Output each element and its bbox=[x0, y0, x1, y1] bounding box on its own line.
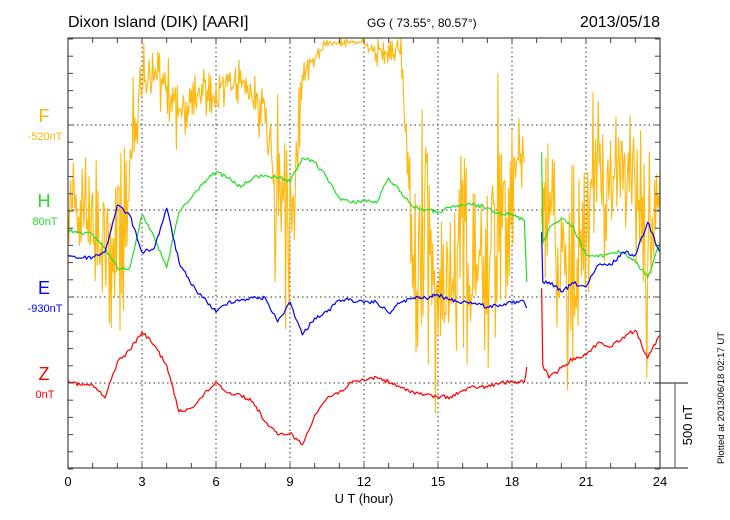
labels: 0 3 6 9 12 15 18 21 24 F -520nT H 80nT E -930nT Z 0nT bbox=[28, 106, 668, 489]
series-baseline-e: -930nT bbox=[28, 303, 63, 315]
trace-f bbox=[541, 92, 660, 391]
trace-h bbox=[541, 152, 660, 279]
date-label: 2013/05/18 bbox=[580, 14, 660, 31]
x-tick-label: 18 bbox=[505, 474, 519, 489]
trace-e bbox=[541, 221, 660, 293]
series-baseline-h: 80nT bbox=[32, 216, 57, 228]
x-tick-label: 24 bbox=[653, 474, 667, 489]
trace-h bbox=[68, 157, 528, 282]
trace-f bbox=[68, 38, 525, 414]
axes bbox=[67, 37, 688, 470]
series-baseline-z: 0nT bbox=[36, 389, 55, 401]
series-name-f: F bbox=[39, 106, 50, 126]
x-tick-label: 6 bbox=[212, 474, 219, 489]
scale-bar-label: 500 nT bbox=[680, 405, 695, 446]
x-tick-label: 0 bbox=[64, 474, 71, 489]
x-tick-label: 3 bbox=[138, 474, 145, 489]
x-tick-label: 15 bbox=[431, 474, 445, 489]
trace-z bbox=[68, 331, 528, 446]
station-title: Dixon Island (DIK) [AARI] bbox=[68, 14, 249, 31]
trace-e bbox=[68, 204, 528, 336]
trace-z bbox=[541, 288, 660, 379]
series-name-z: Z bbox=[39, 364, 50, 384]
x-axis-label: U T (hour) bbox=[335, 491, 394, 506]
station-coordinates: GG ( 73.55°, 80.57°) bbox=[367, 16, 477, 30]
plotted-at-note: Plotted at 2013/06/18 02:17 UT bbox=[716, 332, 727, 464]
x-tick-label: 9 bbox=[286, 474, 293, 489]
x-tick-label: 21 bbox=[579, 474, 593, 489]
series-baseline-f: -520nT bbox=[28, 131, 63, 143]
series-name-e: E bbox=[38, 278, 50, 298]
x-tick-label: 12 bbox=[357, 474, 371, 489]
traces bbox=[68, 38, 660, 446]
series-name-h: H bbox=[38, 191, 51, 211]
